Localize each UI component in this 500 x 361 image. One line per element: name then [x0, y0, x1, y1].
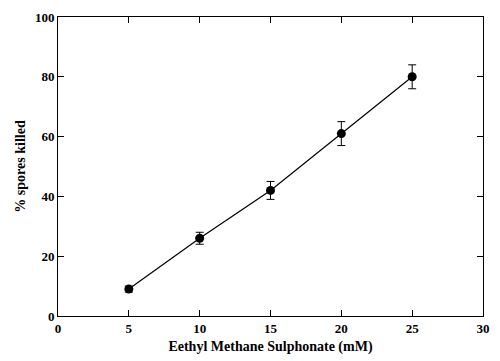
svg-text:% spores killed: % spores killed	[13, 120, 28, 213]
svg-text:10: 10	[193, 321, 206, 336]
svg-text:40: 40	[41, 189, 54, 204]
svg-text:15: 15	[264, 321, 278, 336]
svg-text:80: 80	[41, 69, 54, 84]
svg-text:60: 60	[41, 129, 54, 144]
svg-text:30: 30	[477, 321, 490, 336]
svg-text:100: 100	[35, 10, 55, 25]
svg-text:0: 0	[55, 321, 62, 336]
svg-text:25: 25	[406, 321, 420, 336]
svg-text:20: 20	[41, 249, 54, 264]
svg-text:0: 0	[48, 309, 55, 324]
svg-text:20: 20	[335, 321, 348, 336]
svg-text:5: 5	[126, 321, 133, 336]
svg-text:Eethyl Methane Sulphonate (mM): Eethyl Methane Sulphonate (mM)	[168, 339, 373, 355]
